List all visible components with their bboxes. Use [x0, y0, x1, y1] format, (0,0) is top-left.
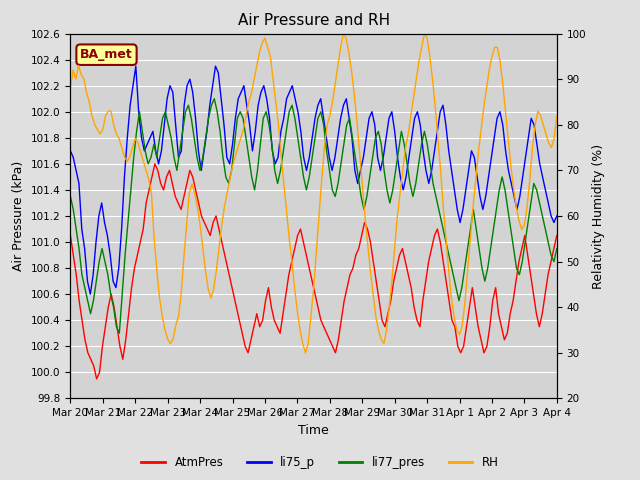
li75_p: [553, 213, 561, 219]
Title: Air Pressure and RH: Air Pressure and RH: [237, 13, 390, 28]
li75_p: [86, 291, 94, 297]
li75_p: [228, 142, 236, 147]
AtmPres: [349, 265, 356, 271]
li75_p: [291, 96, 299, 102]
li77_pres: [507, 226, 515, 232]
AtmPres: [358, 233, 365, 239]
RH: [301, 350, 309, 356]
RH: [202, 268, 209, 274]
li77_pres: [305, 174, 313, 180]
AtmPres: [67, 233, 74, 239]
li77_pres: [253, 168, 261, 173]
li77_pres: [115, 330, 123, 336]
RH: [305, 341, 312, 347]
AtmPres: [93, 376, 100, 382]
RH: [140, 158, 147, 164]
li75_p: [331, 155, 339, 160]
li77_pres: [211, 96, 218, 102]
RH: [107, 108, 115, 114]
RH: [475, 149, 483, 155]
li75_p: [214, 70, 222, 75]
AtmPres: [160, 187, 168, 193]
li75_p: [106, 252, 114, 258]
AtmPres: [553, 233, 561, 239]
li77_pres: [138, 129, 146, 134]
li75_p: [360, 155, 367, 160]
li77_pres: [553, 246, 561, 252]
Line: AtmPres: AtmPres: [70, 164, 557, 379]
X-axis label: Time: Time: [298, 424, 329, 437]
Line: li75_p: li75_p: [70, 66, 557, 294]
li77_pres: [67, 193, 74, 199]
AtmPres: [460, 343, 467, 349]
li75_p: [132, 63, 140, 69]
Line: li77_pres: li77_pres: [70, 99, 557, 333]
li75_p: [67, 148, 74, 154]
AtmPres: [239, 330, 246, 336]
Y-axis label: Relativity Humidity (%): Relativity Humidity (%): [592, 144, 605, 288]
Y-axis label: Air Pressure (kPa): Air Pressure (kPa): [12, 161, 26, 271]
AtmPres: [151, 161, 159, 167]
Line: RH: RH: [70, 34, 557, 353]
AtmPres: [212, 213, 220, 219]
Text: BA_met: BA_met: [80, 48, 133, 61]
RH: [299, 341, 307, 347]
li77_pres: [308, 155, 316, 160]
RH: [339, 31, 347, 36]
Legend: AtmPres, li75_p, li77_pres, RH: AtmPres, li75_p, li77_pres, RH: [137, 452, 503, 474]
RH: [67, 85, 74, 91]
RH: [553, 113, 561, 119]
li77_pres: [328, 187, 336, 193]
